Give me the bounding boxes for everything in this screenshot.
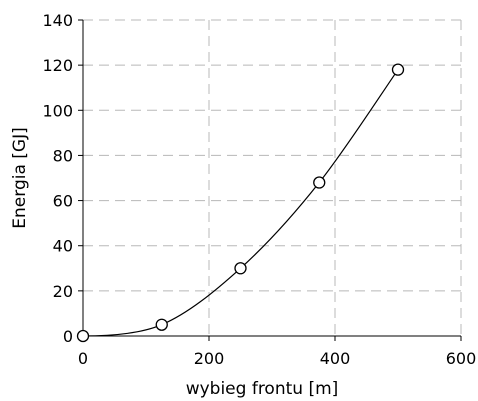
y-tick-label-100: 100 — [42, 101, 73, 120]
data-markers — [76, 63, 405, 343]
fit-curve — [82, 69, 399, 337]
y-tick-label-0: 0 — [63, 327, 73, 346]
data-point-2 — [234, 262, 247, 275]
grid — [83, 19, 462, 336]
data-point-1 — [155, 318, 168, 331]
y-tick-label-40: 40 — [53, 237, 73, 256]
y-tick-label-60: 60 — [53, 192, 73, 211]
axes — [82, 20, 461, 337]
y-tick-label-140: 140 — [42, 11, 73, 30]
ticks: 0 20 40 60 80 100 120 140 0 200 400 600 — [42, 11, 476, 368]
y-tick-label-80: 80 — [53, 146, 73, 165]
data-point-0 — [76, 329, 90, 343]
data-point-4 — [391, 63, 405, 76]
y-tick-label-20: 20 — [53, 282, 73, 301]
x-tick-label-600: 600 — [446, 349, 477, 368]
x-tick-label-0: 0 — [78, 349, 88, 368]
data-point-3 — [313, 176, 326, 189]
y-axis-title: Energia [GJ] — [10, 127, 30, 228]
x-tick-label-200: 200 — [194, 349, 225, 368]
x-tick-label-400: 400 — [320, 349, 351, 368]
x-axis-title: wybieg frontu [m] — [186, 379, 339, 399]
y-tick-label-120: 120 — [42, 56, 73, 75]
